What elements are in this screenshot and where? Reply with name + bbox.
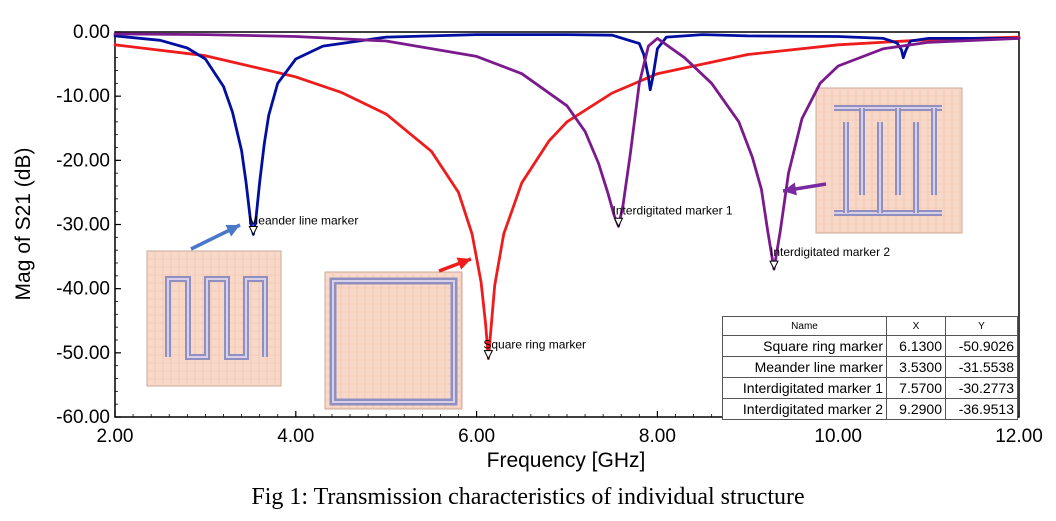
y-tick-label: 0.00 (73, 22, 110, 43)
marker-triangle-icon (613, 217, 624, 228)
y-tick-label: -40.00 (56, 279, 110, 300)
arrow-head-icon (456, 257, 471, 270)
y-tick-label: -30.00 (56, 215, 110, 236)
interdigitated-series-line (113, 32, 1021, 271)
x-tick-label: 6.00 (458, 426, 495, 447)
square-pointer-arrow (438, 257, 472, 273)
y-tick-label: -60.00 (56, 407, 110, 428)
y-axis-label: Mag of S21 (dB) (12, 148, 35, 301)
marker-y: -30.2773 (945, 377, 1018, 399)
meander-structure-inset (146, 250, 282, 387)
marker-name: Interdigitated marker 1 (722, 377, 887, 399)
marker-x: 6.1300 (886, 335, 946, 357)
markers: Square ring marker Meander line marker Int… (190, 182, 890, 360)
marker-y: -50.9026 (945, 335, 1018, 357)
marker-label: Meander line marker (248, 213, 358, 227)
marker-x: 9.2900 (886, 398, 946, 420)
square-series-line (113, 35, 1021, 360)
x-axis-label: Frequency [GHz] (487, 449, 646, 472)
arrow-head-icon (783, 182, 797, 196)
marker-table-row: Interdigitated marker 2 9.2900 -36.9513 (722, 398, 1018, 420)
marker-label: Interdigitated marker 1 (613, 203, 733, 217)
marker-table-header-name: Name (722, 316, 887, 336)
marker-y: -31.5538 (945, 356, 1018, 378)
marker-x: 3.5300 (886, 356, 946, 378)
marker-name: Square ring marker (722, 335, 887, 357)
marker-x: 7.5700 (886, 377, 946, 399)
square-ring-trace-inner (332, 280, 455, 403)
marker-table-header-y: Y (945, 316, 1018, 336)
meander-series-line (113, 33, 1021, 236)
marker-y: -36.9513 (945, 398, 1018, 420)
axis-ticks: 2.00 4.00 6.00 8.00 10.00 12.00 0.00 -10.00 -20.… (56, 22, 1043, 447)
y-tick-label: -20.00 (56, 150, 110, 171)
figure-caption: Fig 1: Transmission characteristics of i… (251, 484, 805, 510)
x-tick-label: 10.00 (814, 426, 862, 447)
marker-name: Interdigitated marker 2 (722, 398, 887, 420)
marker-table: Name X Y Square ring marker 6.1300 -50.9… (722, 316, 1018, 420)
marker-table-row: Square ring marker 6.1300 -50.9026 (722, 335, 1018, 357)
marker-triangle-icon (248, 225, 259, 236)
marker-triangle-icon (769, 260, 779, 271)
y-tick-label: -10.00 (56, 86, 110, 107)
x-tick-label: 2.00 (97, 426, 134, 447)
inset-background (324, 271, 463, 410)
marker-table-row: Meander line marker 3.5300 -31.5538 (722, 356, 1018, 378)
square-ring-structure-inset (324, 271, 463, 410)
arrow-head-icon (225, 224, 240, 237)
meander-trace-inner (167, 278, 266, 358)
series-lines (113, 32, 1021, 360)
meander-pointer-arrow (190, 223, 241, 251)
marker-triangle-icon (483, 350, 494, 360)
marker-label: Interdigitated marker 2 (770, 245, 890, 259)
x-tick-label: 12.00 (995, 426, 1043, 447)
y-tick-label: -50.00 (56, 343, 110, 364)
interdigitated-structure-inset (815, 87, 963, 234)
marker-name: Meander line marker (722, 356, 887, 378)
s21-chart: 2.00 4.00 6.00 8.00 10.00 12.00 0.00 -10.00 -20.… (12, 22, 1043, 472)
x-tick-label: 4.00 (277, 426, 314, 447)
marker-label: Square ring marker (483, 338, 586, 352)
marker-table-header-x: X (886, 316, 946, 336)
structure-insets (146, 87, 963, 410)
interdigitated-pointer-arrow (782, 182, 827, 196)
marker-table-row: Interdigitated marker 1 7.5700 -30.2773 (722, 377, 1018, 399)
x-tick-label: 8.00 (639, 426, 676, 447)
marker-table-header: Name X Y (722, 316, 1018, 336)
